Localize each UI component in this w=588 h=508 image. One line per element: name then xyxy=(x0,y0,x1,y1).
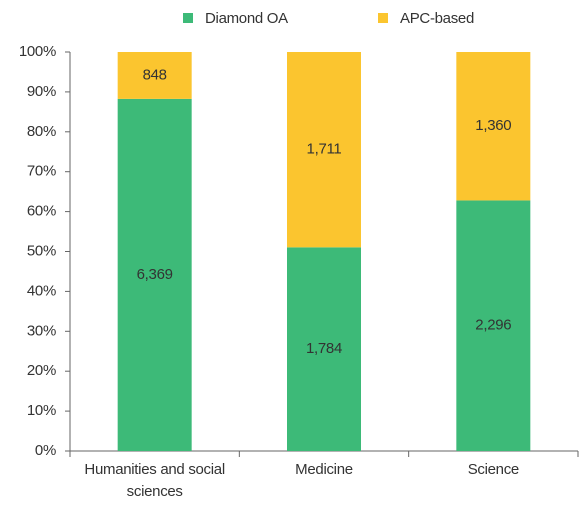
legend-label: Diamond OA xyxy=(205,10,288,27)
bar-segment xyxy=(456,52,531,201)
bar-segment xyxy=(287,52,361,248)
x-tick-label: Humanities and social sciences xyxy=(84,461,225,500)
x-tick-label: Science xyxy=(467,461,520,478)
bar-segment xyxy=(456,200,531,451)
y-tick-label: 100% xyxy=(19,43,56,60)
legend-label: APC-based xyxy=(400,10,474,27)
y-tick-label: 30% xyxy=(27,322,56,339)
data-label: 1,360 xyxy=(475,117,511,134)
x-tick-label: Medicine xyxy=(295,461,353,478)
data-label: 1,711 xyxy=(307,141,342,158)
y-tick-label: 90% xyxy=(27,83,56,100)
legend-swatch xyxy=(378,13,388,23)
data-label: 848 xyxy=(143,66,167,83)
y-tick-label: 80% xyxy=(27,123,56,140)
y-tick-label: 10% xyxy=(27,402,56,419)
legend-swatch xyxy=(183,13,193,23)
y-tick-label: 50% xyxy=(27,242,56,259)
y-tick-label: 20% xyxy=(27,362,56,379)
data-label: 6,369 xyxy=(137,266,173,283)
data-label: 2,296 xyxy=(475,317,511,334)
bar-segment xyxy=(287,247,361,451)
y-tick-label: 70% xyxy=(27,163,56,180)
y-tick-label: 0% xyxy=(35,442,56,459)
y-tick-label: 60% xyxy=(27,203,56,220)
bar-segment xyxy=(117,52,192,99)
data-label: 1,784 xyxy=(306,340,342,357)
y-tick-label: 40% xyxy=(27,282,56,299)
bar-segment xyxy=(117,98,192,452)
